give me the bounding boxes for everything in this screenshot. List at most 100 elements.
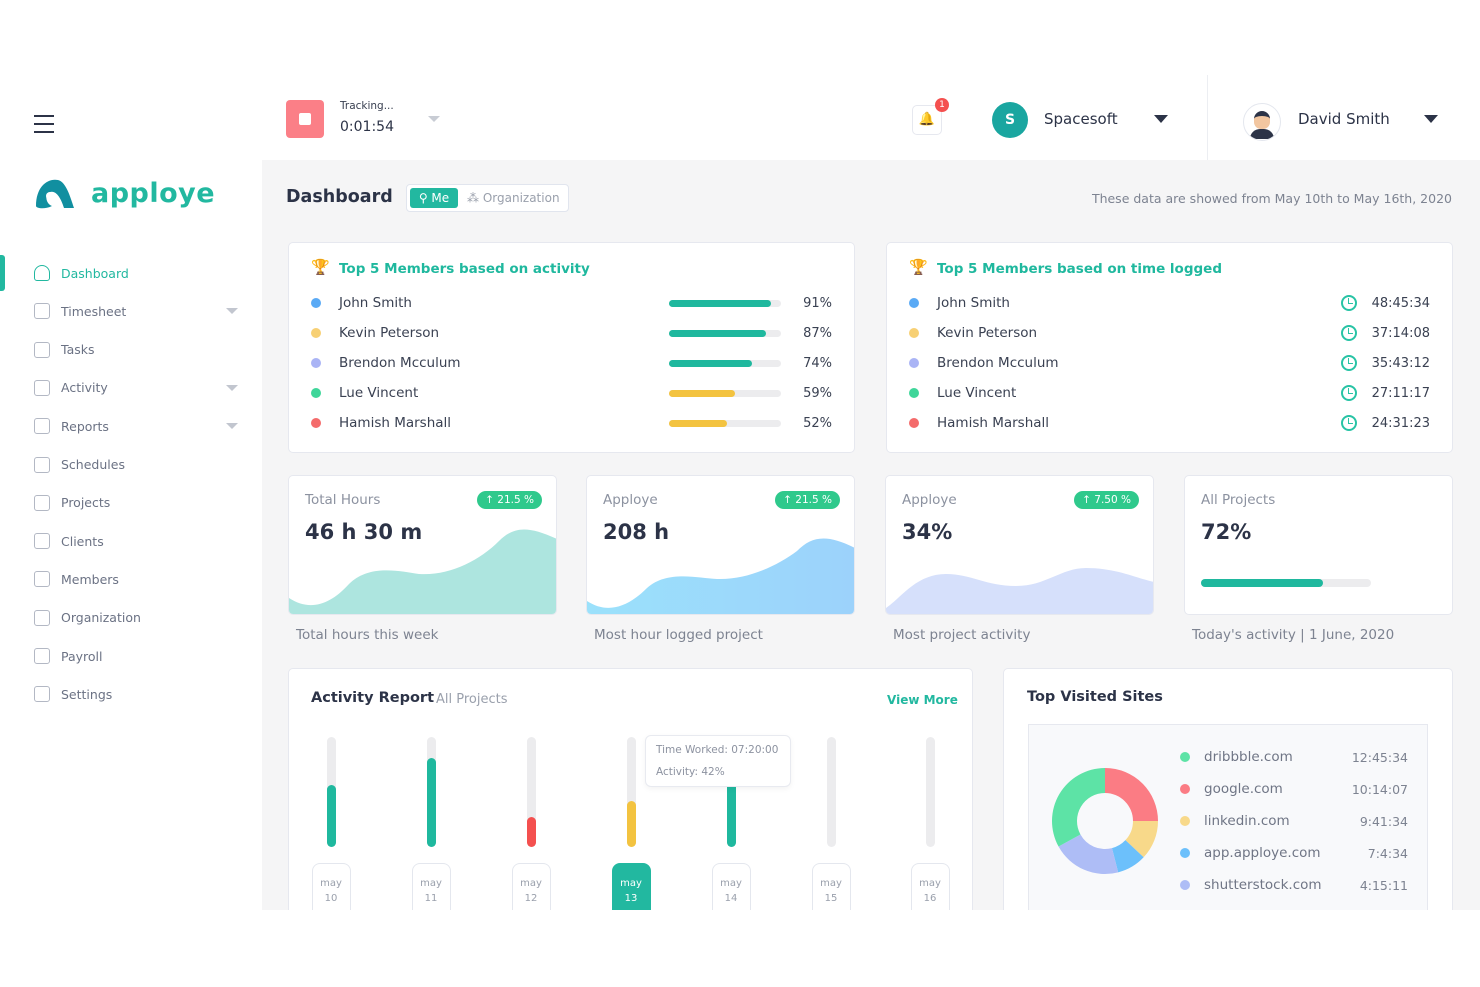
sidebar-item-schedules[interactable]: Schedules bbox=[34, 455, 244, 475]
date-pill[interactable]: may 10 bbox=[311, 863, 351, 911]
site-list-item[interactable]: linkedin.com 9:41:34 bbox=[1180, 811, 1408, 831]
sidebar-item-tasks[interactable]: Tasks bbox=[34, 340, 244, 360]
activity-progress-bar bbox=[669, 359, 781, 367]
trend-badge: ↑ 21.5 % bbox=[477, 491, 542, 509]
toggle-organization[interactable]: ⁂ Organization bbox=[467, 191, 560, 205]
user-dropdown-chevron-icon[interactable] bbox=[1424, 115, 1438, 123]
pulse-icon bbox=[34, 379, 50, 396]
sidebar-item-timesheet[interactable]: Timesheet bbox=[34, 301, 244, 321]
chevron-down-icon[interactable] bbox=[428, 116, 440, 122]
site-list-item[interactable]: shutterstock.com 4:15:11 bbox=[1180, 875, 1408, 895]
top-time-card: 🏆 Top 5 Members based on time logged Joh… bbox=[886, 242, 1453, 453]
date-pill[interactable]: may 11 bbox=[411, 863, 451, 911]
toggle-me[interactable]: ⚲ Me bbox=[410, 188, 458, 208]
member-time-logged: 35:43:12 bbox=[1371, 355, 1430, 371]
sidebar-item-clients[interactable]: Clients bbox=[34, 531, 244, 551]
sidebar-item-label: Payroll bbox=[61, 648, 103, 664]
stat-card: Total Hours 46 h 30 m ↑ 21.5 % bbox=[288, 475, 557, 615]
donut-slice-shutterstock.com[interactable] bbox=[1058, 834, 1119, 874]
activity-bar[interactable] bbox=[326, 785, 336, 847]
trophy-icon: 🏆 bbox=[311, 258, 330, 276]
date-month: may bbox=[820, 878, 842, 889]
activity-bar-track[interactable] bbox=[426, 737, 436, 847]
sidebar-item-label: Tasks bbox=[61, 342, 95, 358]
tooltip-time: Time Worked: 07:20:00 bbox=[656, 744, 779, 756]
sidebar-item-projects[interactable]: Projects bbox=[34, 493, 244, 513]
stat-value: 46 h 30 m bbox=[305, 520, 423, 544]
sidebar-item-activity[interactable]: Activity bbox=[34, 378, 244, 398]
donut-slice-linkedin.com[interactable] bbox=[1125, 821, 1158, 858]
sidebar-item-reports[interactable]: Reports bbox=[34, 416, 244, 436]
sidebar-item-members[interactable]: Members bbox=[34, 569, 244, 589]
logo-text: apploye bbox=[91, 177, 216, 209]
activity-progress-fill bbox=[669, 389, 736, 397]
activity-bar[interactable] bbox=[526, 817, 536, 847]
stat-card: Apploye 34% ↑ 7.50 % bbox=[885, 475, 1154, 615]
site-time: 7:4:34 bbox=[1367, 845, 1408, 861]
clock-icon bbox=[1341, 415, 1357, 431]
sidebar-item-settings[interactable]: Settings bbox=[34, 684, 244, 704]
card-title: Top 5 Members based on time logged bbox=[937, 261, 1222, 277]
date-pill[interactable]: may 16 bbox=[910, 863, 950, 911]
client-icon bbox=[34, 533, 50, 550]
org-dropdown-chevron-icon[interactable] bbox=[1154, 115, 1168, 123]
chevron-down-icon[interactable] bbox=[226, 384, 238, 391]
date-pill[interactable]: may 14 bbox=[711, 863, 751, 911]
activity-bar-track[interactable] bbox=[526, 737, 536, 847]
donut-slice-google.com[interactable] bbox=[1105, 768, 1158, 821]
sidebar-item-payroll[interactable]: Payroll bbox=[34, 646, 244, 666]
progress-bar bbox=[1201, 579, 1371, 587]
activity-bar-track[interactable] bbox=[925, 737, 935, 847]
tracking-label: Tracking... bbox=[340, 100, 394, 112]
list-item: John Smith 91% bbox=[311, 293, 832, 313]
activity-bar[interactable] bbox=[426, 757, 436, 847]
sidebar-item-dashboard[interactable]: Dashboard bbox=[34, 263, 244, 283]
list-item: Brendon Mcculum 74% bbox=[311, 353, 832, 373]
donut-slice-dribbble.com[interactable] bbox=[1052, 768, 1105, 847]
sidebar-item-label: Clients bbox=[61, 533, 104, 549]
date-month: may bbox=[320, 878, 342, 889]
organization-icon bbox=[34, 609, 50, 626]
activity-bar-track[interactable] bbox=[326, 737, 336, 847]
date-pill[interactable]: may 13 bbox=[611, 863, 651, 911]
logo[interactable]: apploye bbox=[34, 176, 215, 210]
sidebar-item-organization[interactable]: Organization bbox=[34, 608, 244, 628]
activity-bar-track[interactable] bbox=[726, 737, 736, 847]
sidebar-item-label: Schedules bbox=[61, 457, 125, 472]
members-icon bbox=[34, 571, 50, 588]
site-list-item[interactable]: dribbble.com 12:45:34 bbox=[1180, 747, 1408, 767]
user-name[interactable]: David Smith bbox=[1298, 110, 1390, 128]
project-filter[interactable]: All Projects bbox=[436, 692, 508, 707]
donut-slice-app.apploye.com[interactable] bbox=[1111, 840, 1144, 873]
site-list-item[interactable]: app.apploye.com 7:4:34 bbox=[1180, 843, 1408, 863]
org-avatar[interactable]: S bbox=[992, 102, 1028, 138]
notification-button[interactable]: 🔔 bbox=[912, 105, 942, 135]
view-more-link[interactable]: View More bbox=[887, 693, 958, 707]
calendar-icon bbox=[34, 456, 50, 473]
stat-label: All Projects bbox=[1201, 492, 1276, 508]
date-day: 15 bbox=[824, 893, 838, 904]
hamburger-menu-icon[interactable] bbox=[34, 115, 54, 133]
org-name[interactable]: Spacesoft bbox=[1044, 110, 1118, 128]
date-day: 12 bbox=[524, 893, 538, 904]
user-avatar[interactable] bbox=[1243, 103, 1281, 141]
activity-bar-track[interactable] bbox=[826, 737, 836, 847]
date-day: 14 bbox=[724, 893, 738, 904]
date-pill[interactable]: may 12 bbox=[511, 863, 551, 911]
sidebar-item-label: Activity bbox=[61, 380, 108, 396]
top-bar: Tracking... 0:01:54 🔔 1 S Spacesoft Davi… bbox=[262, 75, 1480, 160]
activity-bar[interactable] bbox=[626, 800, 636, 847]
activity-bar-track[interactable] bbox=[626, 737, 636, 847]
stop-tracking-button[interactable] bbox=[286, 100, 324, 138]
member-name: John Smith bbox=[339, 295, 412, 311]
list-item: Brendon Mcculum 35:43:12 bbox=[909, 353, 1430, 373]
clock-icon bbox=[1341, 385, 1357, 401]
activity-bar[interactable] bbox=[726, 781, 736, 847]
member-name: Hamish Marshall bbox=[937, 415, 1050, 431]
chevron-down-icon[interactable] bbox=[226, 423, 238, 430]
site-list-item[interactable]: google.com 10:14:07 bbox=[1180, 779, 1408, 799]
stat-label: Total Hours bbox=[305, 492, 381, 508]
date-pill[interactable]: may 15 bbox=[811, 863, 851, 911]
list-item: Lue Vincent 27:11:17 bbox=[909, 383, 1430, 403]
chevron-down-icon[interactable] bbox=[226, 308, 238, 315]
